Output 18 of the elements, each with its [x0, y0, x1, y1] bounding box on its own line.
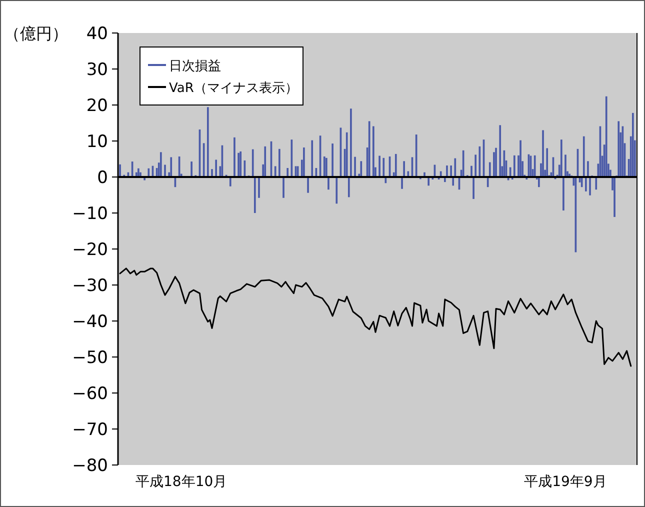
y-tick-label: −10 — [72, 204, 108, 224]
y-tick-label: 10 — [86, 132, 108, 152]
x-tick-label: 平成18年10月 — [136, 474, 228, 490]
y-tick-label: −40 — [72, 312, 108, 332]
y-tick-label: −80 — [72, 456, 108, 476]
legend-label: VaR（マイナス表示） — [169, 81, 298, 96]
x-tick-label: 平成19年9月 — [524, 474, 607, 490]
y-tick-label: −30 — [72, 276, 108, 296]
y-tick-label: 0 — [97, 168, 108, 188]
y-tick-label: 30 — [86, 60, 108, 80]
y-tick-label: 20 — [86, 96, 108, 116]
legend-label: 日次損益 — [169, 59, 221, 74]
y-tick-label: −60 — [72, 384, 108, 404]
y-tick-label: −70 — [72, 420, 108, 440]
y-tick-label: 40 — [86, 24, 108, 44]
y-tick-label: −20 — [72, 240, 108, 260]
y-tick-label: −50 — [72, 348, 108, 368]
y-axis-title: （億円） — [4, 24, 68, 43]
